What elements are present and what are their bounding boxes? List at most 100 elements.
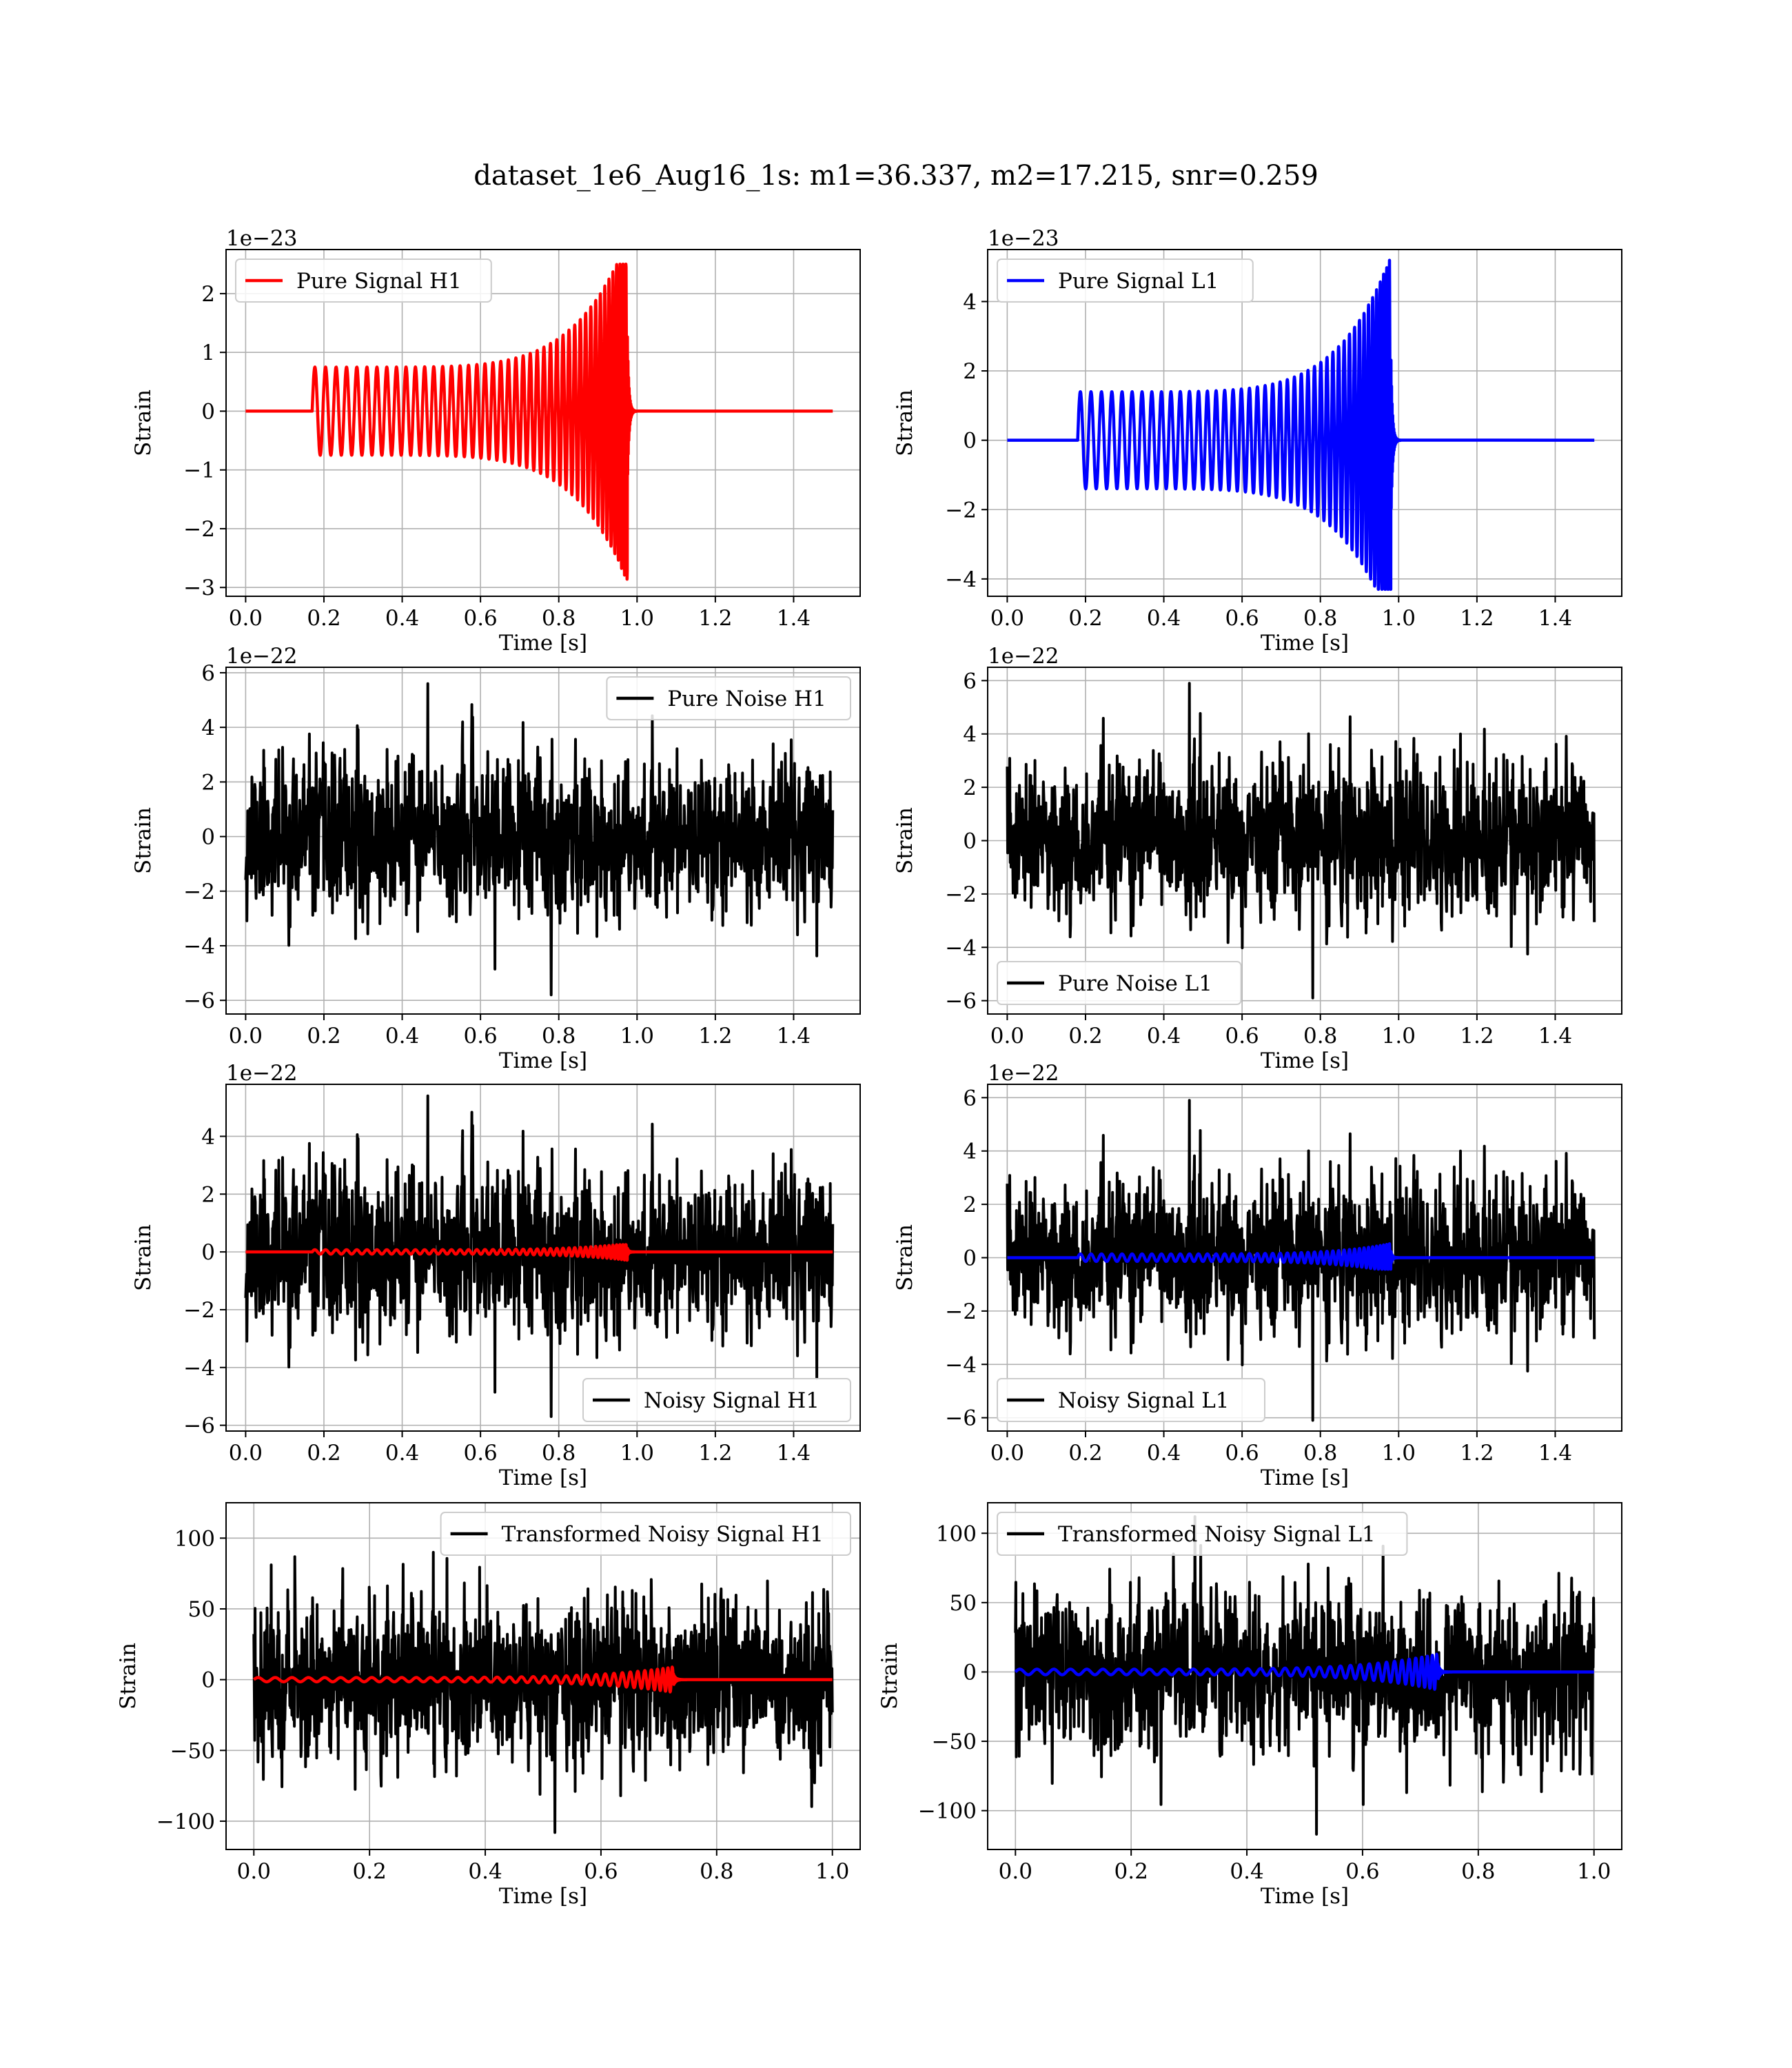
legend: Pure Signal L1 <box>997 258 1254 303</box>
x-axis-label: Time [s] <box>499 1466 587 1490</box>
y-offset-label: 1e−23 <box>988 226 1059 251</box>
y-tick-label: 0 <box>201 1668 215 1693</box>
x-tick-label: 1.4 <box>777 1024 811 1048</box>
legend-label: Noisy Signal L1 <box>1058 1388 1230 1413</box>
x-tick-label: 0.0 <box>229 606 263 631</box>
x-axis-label: Time [s] <box>1261 631 1349 656</box>
y-offset-label: 1e−22 <box>988 1061 1059 1086</box>
x-tick-label: 0.2 <box>1068 1024 1102 1048</box>
subplot-pure-noise-h1: 0.0 0.2 0.4 0.6 0.8 1.0 1.2 1.4 −6 −4 −2 0 2 4 6 Time [… <box>131 644 861 1073</box>
y-tick-label: 0 <box>963 429 977 454</box>
subplot-grid: 0.0 0.2 0.4 0.6 0.8 1.0 1.2 1.4 −3 −2 −1 0 1 2 Time [s… <box>116 226 1622 1909</box>
x-tick-label: 0.6 <box>584 1859 618 1884</box>
legend-label: Transformed Noisy Signal L1 <box>1058 1522 1376 1547</box>
x-tick-label: 1.2 <box>698 606 732 631</box>
x-tick-label: 0.0 <box>999 1859 1032 1884</box>
x-tick-label: 0.0 <box>990 606 1024 631</box>
y-offset-label: 1e−23 <box>226 226 298 251</box>
plot-area <box>1006 1099 1596 1422</box>
y-tick-label: −100 <box>156 1810 215 1834</box>
y-tick-label: 4 <box>201 716 215 740</box>
y-axis-label: Strain <box>131 807 156 874</box>
x-tick-label: 0.8 <box>542 606 576 631</box>
y-tick-label: 2 <box>963 359 977 384</box>
y-tick-label: 0 <box>963 1246 977 1271</box>
subplot-pure-signal-h1: 0.0 0.2 0.4 0.6 0.8 1.0 1.2 1.4 −3 −2 −1 0 1 2 Time [s… <box>131 226 861 656</box>
y-axis-label: Strain <box>893 1224 917 1291</box>
plot-area <box>244 682 835 997</box>
x-tick-label: 0.6 <box>1345 1859 1379 1884</box>
series-line-overlay-1 <box>252 1665 833 1694</box>
x-tick-label: 0.0 <box>229 1024 263 1048</box>
x-tick-label: 0.6 <box>1225 1024 1259 1048</box>
axes-frame <box>225 1502 861 1850</box>
x-tick-label: 0.4 <box>1147 1024 1181 1048</box>
legend-box <box>997 258 1254 303</box>
series-line-pure-signal-h1 <box>245 263 833 581</box>
axes-frame <box>225 249 861 597</box>
y-tick-label: −2 <box>183 1298 215 1323</box>
x-tick-label: 1.0 <box>620 1441 654 1466</box>
plot-area <box>244 1094 835 1418</box>
series-line-pure-noise-l1 <box>1006 682 1596 1000</box>
x-tick-label: 0.4 <box>385 1441 419 1466</box>
legend-box <box>235 258 492 303</box>
y-tick-label: −50 <box>932 1730 977 1754</box>
x-tick-label: 0.8 <box>1303 606 1337 631</box>
plot-area <box>252 1550 834 1834</box>
axes-frame <box>225 1084 861 1432</box>
legend: Pure Noise H1 <box>606 676 852 720</box>
legend-label: Noisy Signal H1 <box>644 1388 819 1413</box>
legend-label: Pure Noise L1 <box>1058 971 1212 996</box>
plot-area <box>1014 1515 1596 1836</box>
legend-label: Pure Noise H1 <box>667 687 826 711</box>
legend-label: Transformed Noisy Signal H1 <box>502 1522 824 1547</box>
y-tick-label: 100 <box>936 1521 977 1546</box>
y-axis-label: Strain <box>877 1643 902 1710</box>
x-tick-label: 0.0 <box>229 1441 263 1466</box>
x-tick-label: 0.2 <box>1068 1441 1102 1466</box>
x-tick-label: 0.0 <box>237 1859 271 1884</box>
y-tick-label: 1 <box>201 341 215 365</box>
x-axis-label: Time [s] <box>1261 1466 1349 1490</box>
y-tick-label: 4 <box>963 722 977 747</box>
y-axis-label: Strain <box>116 1643 141 1710</box>
x-tick-label: 0.2 <box>1068 606 1102 631</box>
y-tick-label: 6 <box>963 1086 977 1111</box>
y-tick-label: −50 <box>170 1738 215 1763</box>
y-tick-label: −4 <box>945 935 977 960</box>
series-line-overlay-1 <box>1007 1242 1595 1271</box>
legend: Noisy Signal L1 <box>997 1378 1265 1422</box>
x-tick-label: 1.0 <box>1577 1859 1611 1884</box>
x-tick-label: 1.0 <box>1382 1441 1416 1466</box>
y-tick-label: −3 <box>183 576 215 600</box>
x-tick-label: 1.0 <box>815 1859 849 1884</box>
subplot-noisy-signal-h1: 0.0 0.2 0.4 0.6 0.8 1.0 1.2 1.4 −6 −4 −2 0 2 4 Time [s… <box>131 1061 861 1490</box>
y-tick-label: −2 <box>945 1299 977 1324</box>
x-tick-label: 1.4 <box>1538 606 1572 631</box>
plot-area <box>1007 258 1595 591</box>
x-tick-label: 1.4 <box>1538 1024 1572 1048</box>
figure-suptitle: dataset_1e6_Aug16_1s: m1=36.337, m2=17.2… <box>474 160 1318 192</box>
x-tick-label: 1.2 <box>698 1441 732 1466</box>
x-tick-label: 1.2 <box>1460 1441 1494 1466</box>
y-axis-label: Strain <box>131 389 156 456</box>
subplot-noisy-signal-l1: 0.0 0.2 0.4 0.6 0.8 1.0 1.2 1.4 −6 −4 −2 0 2 4 6 Time [… <box>893 1061 1622 1490</box>
series-line-pure-noise-h1 <box>244 682 835 997</box>
x-tick-label: 0.4 <box>385 606 419 631</box>
x-tick-label: 1.4 <box>1538 1441 1572 1466</box>
x-axis-label: Time [s] <box>499 631 587 656</box>
series-line-transformed-noisy-signal-h1 <box>252 1550 834 1834</box>
y-offset-label: 1e−22 <box>226 644 298 669</box>
x-tick-label: 0.8 <box>700 1859 733 1884</box>
y-tick-label: 2 <box>201 1182 215 1207</box>
x-tick-label: 1.0 <box>620 606 654 631</box>
x-tick-label: 0.4 <box>1147 1441 1181 1466</box>
y-tick-label: −2 <box>183 880 215 904</box>
y-offset-label: 1e−22 <box>988 644 1059 669</box>
x-tick-label: 0.8 <box>1303 1441 1337 1466</box>
y-tick-label: −4 <box>183 934 215 959</box>
y-offset-label: 1e−22 <box>226 1061 298 1086</box>
series-line-noisy-signal-l1 <box>1006 1099 1596 1422</box>
